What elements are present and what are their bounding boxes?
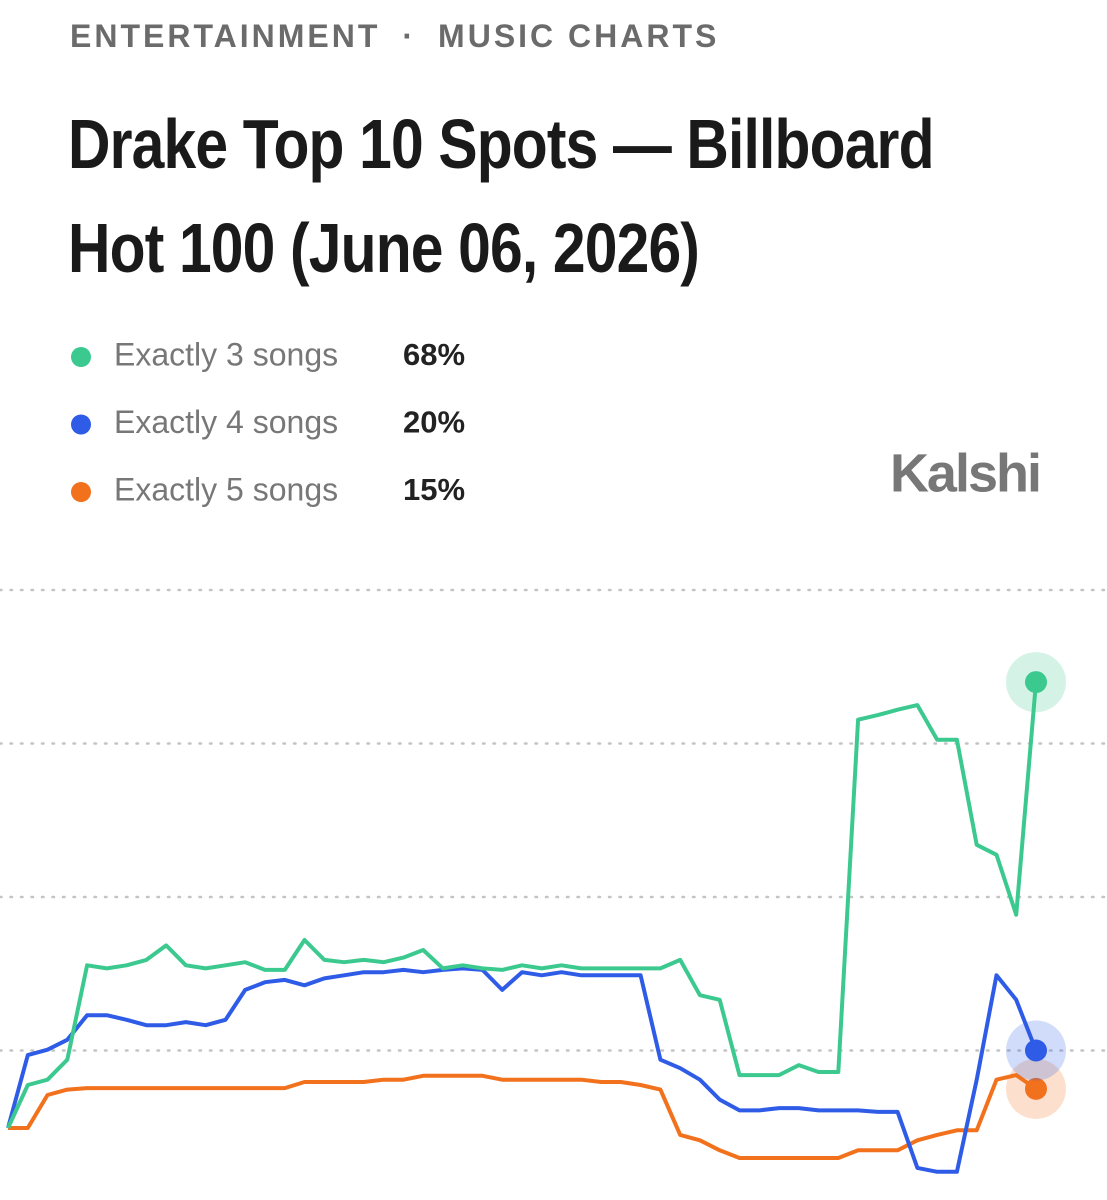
legend-value: 20% [403,405,465,440]
series-line [6,966,1038,1174]
separator: · [402,18,417,54]
legend-swatch [71,482,91,502]
end-point [1025,1039,1047,1062]
legend-label: Exactly 3 songs [114,336,338,372]
breadcrumb-item[interactable]: ENTERTAINMENT [70,18,381,54]
legend-value: 68% [403,337,465,372]
legend-label: Exactly 5 songs [114,471,338,507]
end-point [1025,1077,1047,1100]
legend-swatch [71,347,91,367]
legend: Kalshi Exactly 3 songs 68% Exactly 4 songs… [71,336,1042,507]
legend-label: Exactly 4 songs [114,404,338,440]
breadcrumb: ENTERTAINMENT · MUSIC CHARTS [70,18,719,55]
chart [0,588,1107,1174]
breadcrumb-item[interactable]: MUSIC CHARTS [438,18,720,54]
end-point [1025,671,1047,694]
watermark: Kalshi [890,443,1040,503]
series-line [6,681,1038,1129]
series-line [8,1073,1038,1160]
legend-swatch [71,414,91,435]
chart-title: Drake Top 10 Spots — Billboard Hot 100 (… [68,105,935,287]
legend-value: 15% [403,472,465,507]
